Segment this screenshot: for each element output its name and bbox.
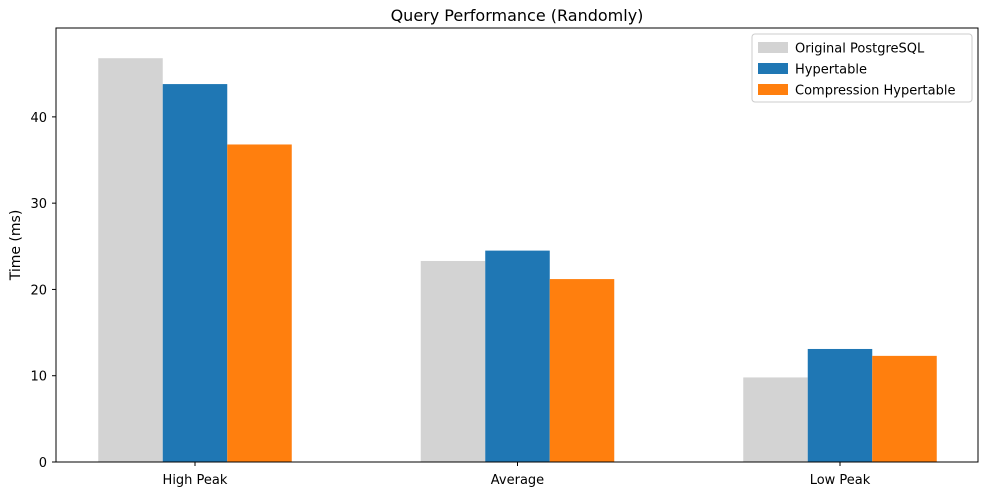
y-tick-label-2: 20 — [30, 283, 47, 298]
bar-0-0 — [98, 58, 163, 462]
bar-1-0 — [420, 260, 486, 462]
chart-title: Query Performance (Randomly) — [391, 6, 644, 25]
bar-0-1 — [162, 84, 228, 462]
legend-box — [751, 33, 973, 103]
legend-label-0: Original PostgreSQL — [795, 42, 925, 57]
bars-layer — [98, 58, 937, 463]
plot-frame — [55, 27, 979, 463]
y-tick-label-4: 40 — [30, 111, 47, 126]
x-tick-label-1: Average — [491, 473, 544, 488]
y-tick-label-0: 0 — [39, 456, 47, 471]
x-tick-label-2: Low Peak — [810, 473, 871, 488]
bar-1-2 — [549, 279, 615, 462]
legend-label-1: Hypertable — [795, 63, 867, 78]
bar-2-0 — [743, 377, 808, 462]
legend-swatch-1 — [758, 63, 788, 74]
bar-0-2 — [227, 144, 292, 463]
bar-2-1 — [807, 348, 873, 462]
ticks-layer: High Peak Average Low Peak 0 10 20 30 40 — [30, 111, 870, 488]
y-tick-label-3: 30 — [30, 197, 47, 212]
legend-label-2: Compression Hypertable — [795, 84, 955, 99]
y-tick-label-1: 10 — [30, 370, 47, 385]
x-tick-label-0: High Peak — [163, 473, 228, 488]
y-axis-label: Time (ms) — [8, 210, 24, 282]
bar-1-1 — [485, 250, 550, 462]
legend-swatch-2 — [758, 84, 788, 95]
legend: Original PostgreSQL Hypertable Compression… — [751, 33, 973, 103]
bar-2-2 — [872, 355, 937, 462]
legend-swatch-0 — [758, 42, 788, 53]
